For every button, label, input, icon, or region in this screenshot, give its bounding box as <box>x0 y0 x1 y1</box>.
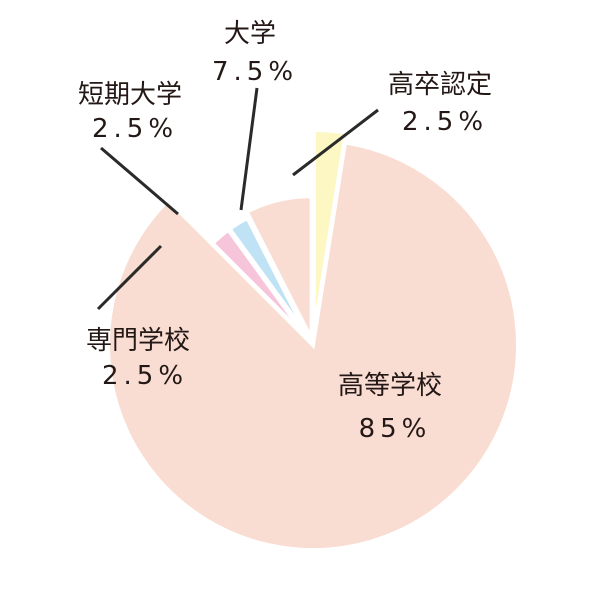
leader-line-4 <box>100 146 179 216</box>
pie-slice-5 <box>243 194 314 341</box>
pie-labels: 高卒認定 2.5% 高等学校 85% 専門学校 2.5% 短期大学 2.5% 大学 7.5% <box>78 19 492 444</box>
slice-label-name-4: 短期大学 <box>78 80 182 110</box>
slice-label-name-1: 高卒認定 <box>388 70 492 100</box>
slice-label-name-5: 大学 <box>224 19 276 49</box>
slice-label-value-5: 7.5% <box>212 57 298 87</box>
leader-line-1 <box>292 108 379 177</box>
pie-slice-2 <box>106 140 520 552</box>
slice-label-name-3: 専門学校 <box>86 326 190 356</box>
pie-slices <box>106 128 520 552</box>
leader-line-5 <box>239 87 259 211</box>
slice-label-value-1: 2.5% <box>402 107 488 137</box>
slice-label-name-2: 高等学校 <box>338 371 442 401</box>
slice-label-value-2: 85% <box>359 414 432 444</box>
leader-line-3 <box>96 244 163 311</box>
slice-label-value-4: 2.5% <box>92 114 178 144</box>
slice-label-value-3: 2.5% <box>102 361 188 391</box>
pie-slice-4 <box>226 215 310 338</box>
